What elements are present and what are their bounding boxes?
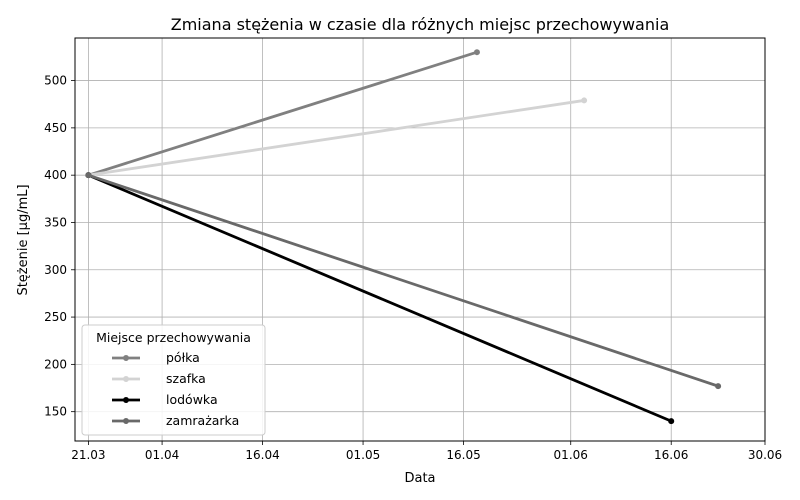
x-tick-label: 16.04 (245, 448, 279, 462)
legend-title: Miejsce przechowywania (96, 330, 251, 345)
legend-marker (123, 397, 129, 403)
chart-title: Zmiana stężenia w czasie dla różnych mie… (171, 15, 670, 34)
legend-marker (123, 418, 129, 424)
x-tick-label: 16.06 (654, 448, 688, 462)
series-lines (85, 49, 722, 425)
legend-entry: zamrażarka (166, 413, 239, 428)
plot-frame (74, 37, 766, 442)
legend-entry: półka (166, 350, 200, 365)
legend: Miejsce przechowywania półka szafka lodówka… (81, 324, 266, 436)
y-tick-label: 500 (44, 74, 67, 88)
data-point (668, 418, 675, 425)
y-tick-label: 150 (44, 405, 67, 419)
y-axis-ticks: 150 200 250 300 350 400 450 500 (44, 74, 75, 419)
data-point (715, 383, 722, 390)
series-line (86, 173, 673, 423)
y-tick-label: 400 (44, 168, 67, 182)
y-axis-label: Stężenie [µg/mL] (16, 184, 31, 295)
x-axis-label: Data (404, 471, 435, 486)
legend-entry: szafka (166, 371, 206, 386)
series-line (86, 50, 479, 177)
legend-entry: lodówka (166, 392, 218, 407)
series-line (86, 173, 720, 388)
y-tick-label: 250 (44, 310, 67, 324)
data-point (581, 97, 588, 104)
data-point (473, 49, 480, 56)
x-tick-label: 16.05 (446, 448, 480, 462)
legend-marker (123, 355, 129, 361)
y-tick-label: 350 (44, 215, 67, 229)
y-tick-label: 200 (44, 357, 67, 371)
series-line (86, 99, 586, 177)
x-tick-label: 30.06 (748, 448, 782, 462)
data-point (85, 172, 92, 179)
x-tick-label: 01.04 (145, 448, 179, 462)
y-tick-label: 300 (44, 263, 67, 277)
x-tick-label: 01.05 (346, 448, 380, 462)
x-tick-label: 01.06 (554, 448, 588, 462)
legend-box (81, 324, 266, 436)
legend-marker (123, 376, 129, 382)
x-tick-label: 21.03 (71, 448, 105, 462)
x-axis-ticks: 21.03 01.04 16.04 01.05 16.05 01.06 16.06 30.06 (71, 441, 782, 462)
y-tick-label: 450 (44, 121, 67, 135)
